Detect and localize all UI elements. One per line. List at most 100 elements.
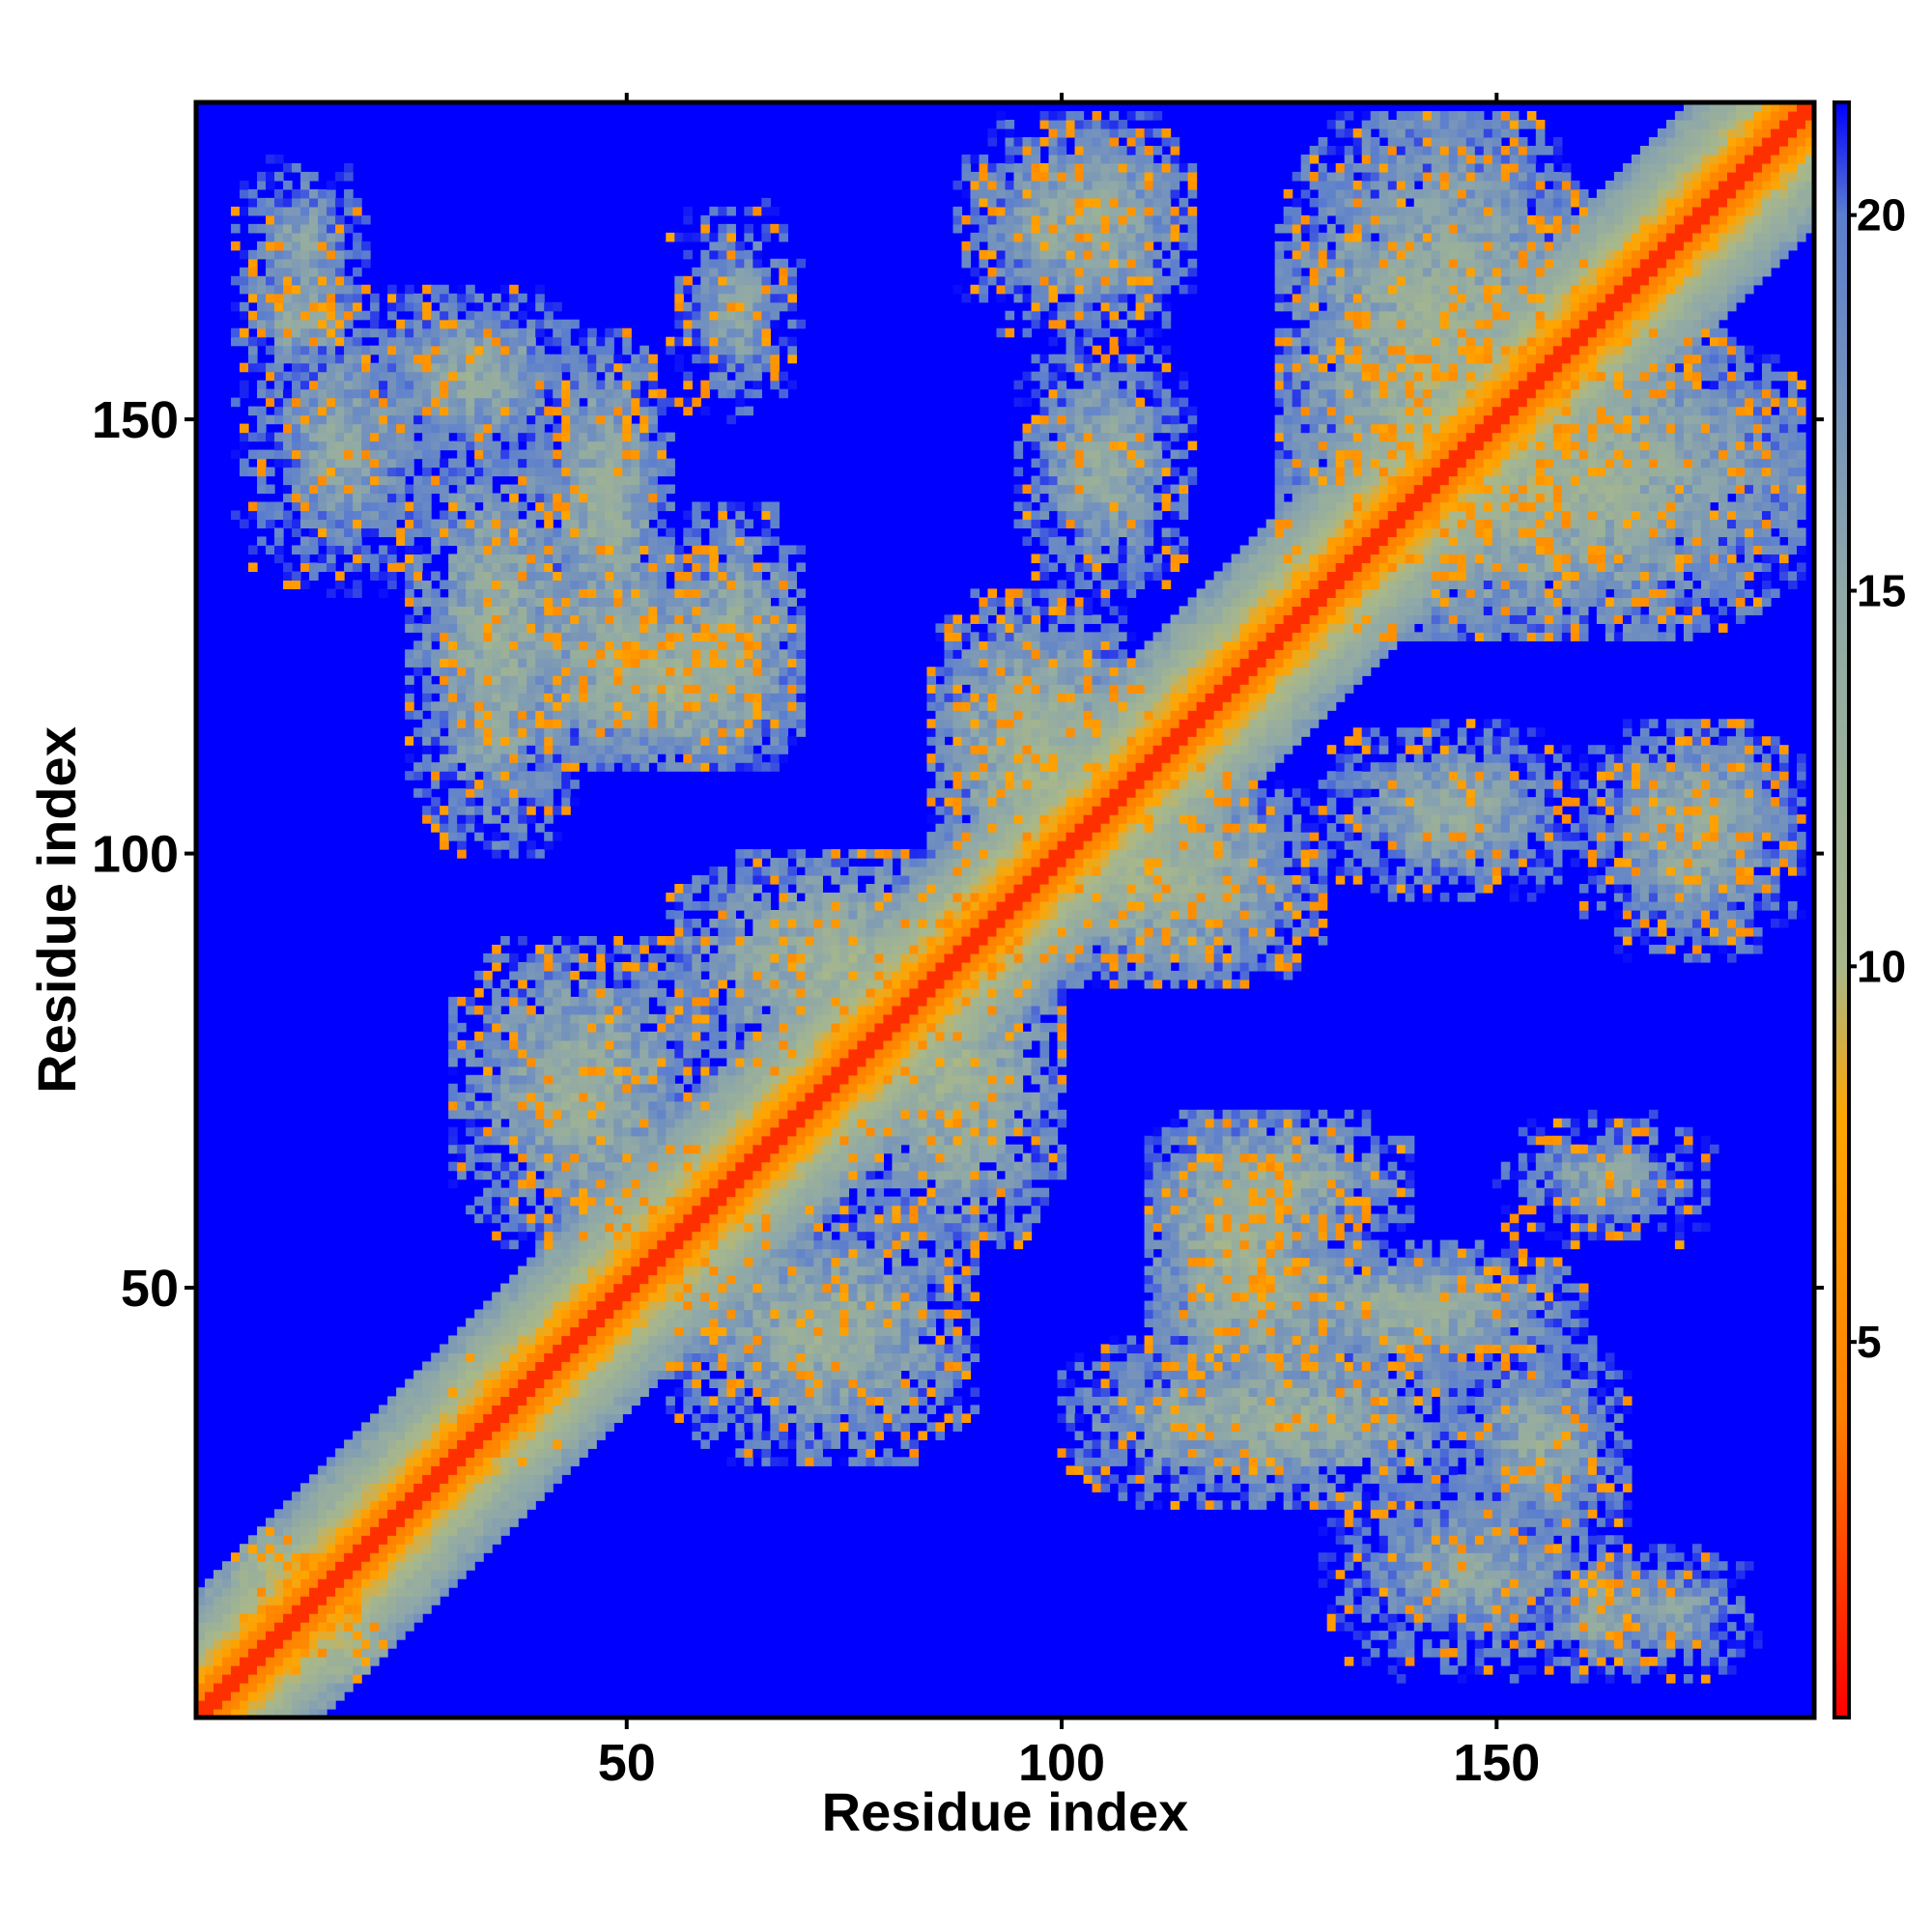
heatmap-cell [248, 188, 258, 199]
heatmap-cell [492, 1196, 501, 1207]
heatmap-cell [422, 762, 432, 772]
heatmap-cell [327, 206, 336, 216]
heatmap-cell [292, 467, 301, 477]
heatmap-cell [579, 1326, 588, 1337]
heatmap-cell [544, 1361, 554, 1372]
heatmap-cell [509, 1439, 519, 1449]
heatmap-cell [648, 1213, 658, 1224]
heatmap-cell [605, 1039, 614, 1050]
heatmap-cell [257, 1657, 267, 1666]
heatmap-cell [474, 1352, 484, 1363]
heatmap-cell [613, 1144, 623, 1154]
heatmap-cell [700, 1257, 710, 1267]
heatmap-cell [431, 1361, 440, 1372]
heatmap-cell [657, 554, 667, 564]
heatmap-cell [587, 1239, 597, 1250]
heatmap-cell [405, 623, 414, 633]
heatmap-cell [605, 1222, 614, 1233]
heatmap-cell [631, 1239, 640, 1250]
heatmap-cell [692, 1300, 701, 1311]
heatmap-cell [561, 640, 571, 650]
heatmap-cell [683, 275, 693, 286]
heatmap-cell [327, 188, 336, 199]
heatmap-cell [535, 1492, 545, 1501]
heatmap-cell [274, 214, 284, 225]
heatmap-cell [526, 788, 536, 798]
heatmap-cell [596, 406, 606, 416]
heatmap-cell [483, 475, 493, 486]
heatmap-cell [222, 1570, 232, 1579]
heatmap-cell [683, 336, 693, 347]
heatmap-cell [553, 1083, 562, 1094]
heatmap-cell [387, 1639, 397, 1649]
heatmap-cell [683, 926, 693, 937]
heatmap-cell [300, 180, 310, 190]
heatmap-cell [196, 1665, 206, 1675]
heatmap-cell [648, 719, 658, 728]
heatmap-cell [344, 275, 354, 286]
heatmap-cell [361, 327, 371, 338]
heatmap-cell [309, 501, 319, 512]
heatmap-cell [492, 1344, 501, 1354]
heatmap-cell [327, 1483, 336, 1492]
heatmap-cell [579, 571, 588, 582]
heatmap-cell [361, 1657, 371, 1666]
heatmap-cell [509, 996, 519, 1007]
heatmap-cell [309, 545, 319, 555]
heatmap-cell [492, 667, 501, 676]
heatmap-cell [344, 249, 354, 260]
heatmap-cell [535, 649, 545, 659]
heatmap-cell [500, 753, 510, 763]
heatmap-cell [596, 1109, 606, 1120]
heatmap-cell [544, 1309, 554, 1320]
heatmap-cell [657, 1100, 667, 1111]
heatmap-cell [440, 1552, 449, 1562]
heatmap-cell [457, 1535, 467, 1545]
heatmap-cell [526, 675, 536, 685]
heatmap-cell [248, 249, 258, 260]
heatmap-cell [509, 1109, 519, 1120]
heatmap-cell [353, 301, 362, 312]
heatmap-cell [709, 1222, 719, 1233]
heatmap-cell [605, 1196, 614, 1207]
heatmap-cell [622, 510, 632, 521]
heatmap-cell [709, 1239, 719, 1250]
heatmap-cell [492, 1326, 501, 1337]
heatmap-cell [535, 606, 545, 615]
heatmap-cell [683, 1352, 693, 1363]
heatmap-cell [370, 1587, 380, 1597]
heatmap-cell [257, 475, 267, 486]
heatmap-cell [448, 745, 458, 754]
heatmap-cell [553, 1222, 562, 1233]
heatmap-cell [613, 1292, 623, 1302]
heatmap-cell [335, 458, 345, 469]
heatmap-cell [431, 1578, 440, 1588]
heatmap-cell [492, 319, 501, 329]
heatmap-cell [596, 1135, 606, 1146]
heatmap-cell [509, 336, 519, 347]
heatmap-cell [379, 554, 388, 564]
heatmap-cell [457, 667, 467, 676]
heatmap-cell [605, 527, 614, 538]
heatmap-cell [666, 1231, 675, 1241]
heatmap-cell [587, 336, 597, 347]
heatmap-cell [292, 1674, 301, 1684]
heatmap-cell [509, 1326, 519, 1337]
heatmap-cell [544, 797, 554, 807]
heatmap-cell [492, 1118, 501, 1128]
heatmap-cell [631, 493, 640, 503]
heatmap-cell [283, 371, 293, 382]
heatmap-cell [466, 1465, 475, 1475]
heatmap-cell [379, 336, 388, 347]
heatmap-cell [248, 267, 258, 277]
heatmap-cell [457, 345, 467, 355]
heatmap-cell [657, 970, 667, 980]
heatmap-cell [535, 397, 545, 408]
heatmap-cell [492, 414, 501, 425]
heatmap-cell [692, 1309, 701, 1320]
heatmap-cell [492, 1309, 501, 1320]
heatmap-cell [700, 1283, 710, 1293]
heatmap-cell [666, 501, 675, 512]
heatmap-cell [648, 510, 658, 521]
heatmap-cell [709, 345, 719, 355]
